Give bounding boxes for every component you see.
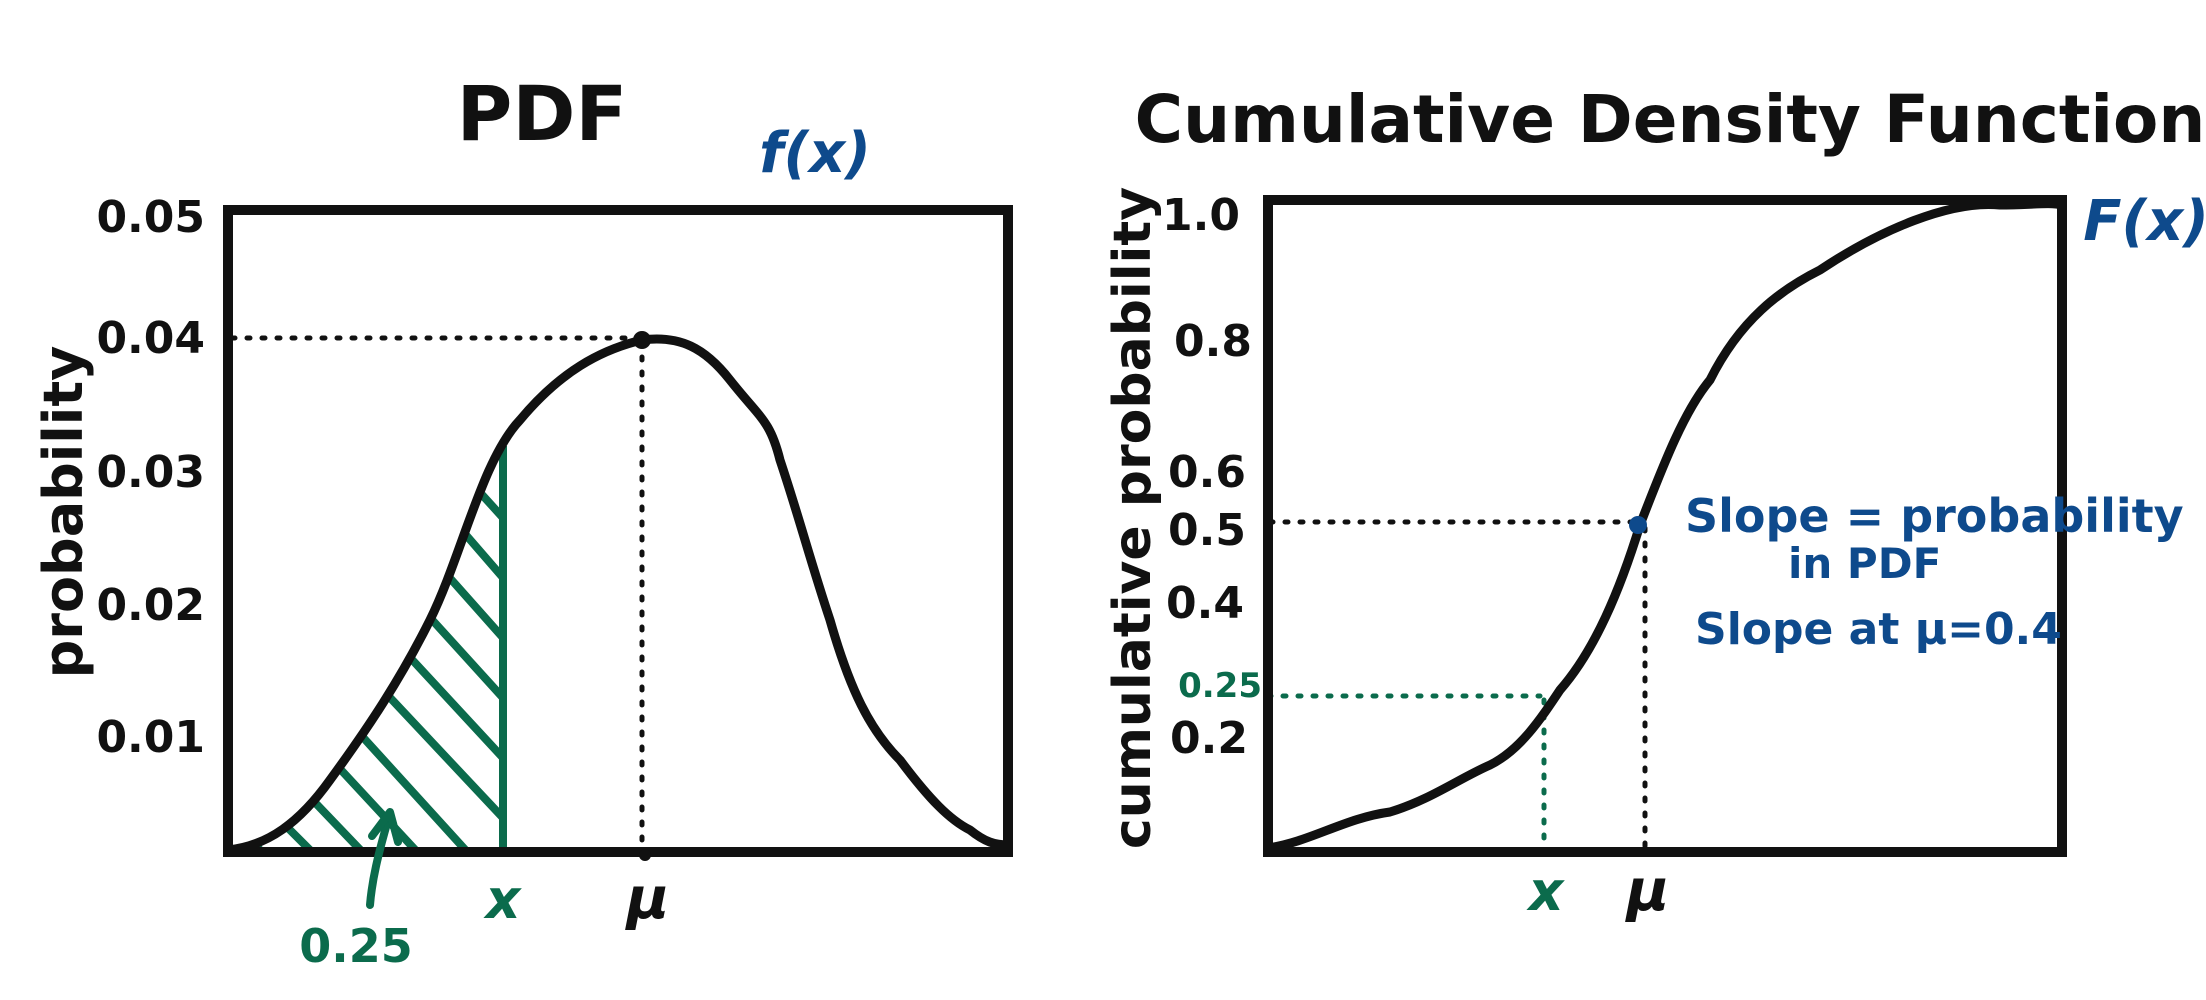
pdf-function-label: f(x) — [759, 121, 871, 186]
pdf-area-arrow — [366, 816, 392, 909]
pdf-x-tick-mu: μ — [625, 864, 670, 932]
pdf-title: PDF — [457, 69, 628, 158]
cdf-title: Cumulative Density Function — [1135, 81, 2206, 158]
cdf-y-axis-label: cumulative probability — [1103, 187, 1163, 849]
cdf-mu-point — [1629, 516, 1647, 534]
cdf-y-tick: 0.8 — [1174, 316, 1252, 367]
cdf-y-tick-025: 0.25 — [1178, 666, 1262, 706]
cdf-y-tick: 0.6 — [1168, 447, 1246, 498]
pdf-frame — [223, 205, 1013, 857]
cdf-y-tick: 0.4 — [1166, 578, 1244, 629]
cdf-slope-note-line3: Slope at μ=0.4 — [1695, 604, 2062, 655]
pdf-peak-point — [633, 331, 651, 349]
pdf-chart: PDF f(x) probability 0.05 0.04 0.03 0.02… — [32, 69, 1013, 973]
cdf-y-tick: 0.5 — [1168, 505, 1246, 556]
pdf-area-label: 0.25 — [299, 919, 413, 973]
pdf-shaded-area — [228, 461, 503, 852]
pdf-curve — [223, 334, 1013, 855]
pdf-area-arrowhead — [368, 808, 402, 846]
pdf-y-axis-label: probability — [32, 346, 95, 679]
cdf-frame — [1263, 195, 2067, 857]
pdf-y-tick: 0.01 — [96, 712, 205, 763]
cdf-y-tick: 0.2 — [1170, 713, 1248, 764]
cdf-x-tick-mu: μ — [1625, 856, 1670, 924]
cdf-function-label: F(x) — [2083, 189, 2206, 254]
cdf-y-tick: 1.0 — [1162, 190, 1240, 241]
cdf-slope-note-line2: in PDF — [1788, 539, 1941, 588]
cdf-chart: Cumulative Density Function F(x) cumulat… — [1103, 81, 2206, 924]
pdf-y-tick: 0.05 — [96, 192, 205, 243]
pdf-y-tick: 0.03 — [96, 447, 205, 498]
pdf-mu-tick-dot — [639, 849, 651, 861]
cdf-x-tick-x: x — [1526, 860, 1566, 923]
pdf-x-tick-x: x — [483, 868, 523, 931]
pdf-y-tick: 0.02 — [96, 580, 205, 631]
pdf-y-tick: 0.04 — [96, 313, 205, 364]
cdf-slope-note-line1: Slope = probability — [1685, 489, 2184, 543]
